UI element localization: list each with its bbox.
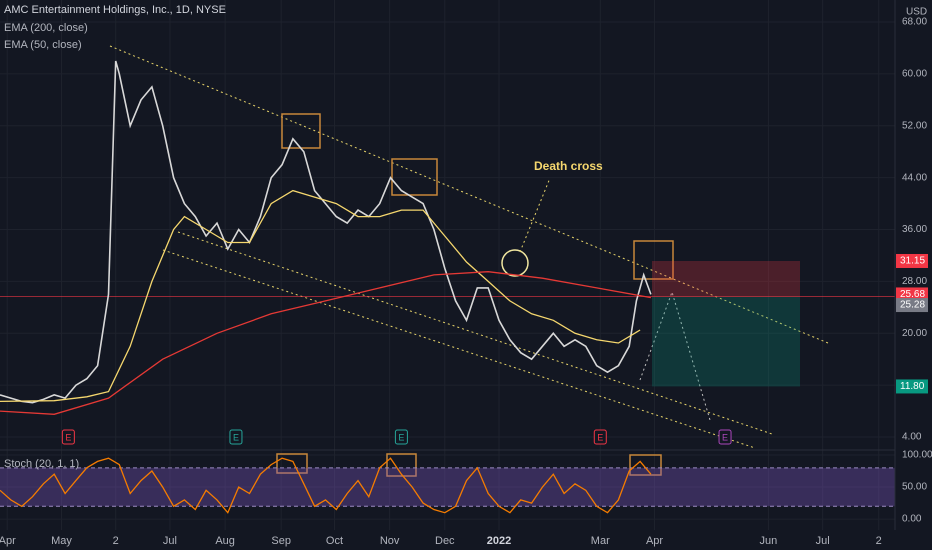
- x-tick-label: Oct: [326, 535, 343, 547]
- x-tick-label: Mar: [591, 535, 610, 547]
- x-tick-label: 2022: [487, 535, 511, 547]
- event-marker: [229, 429, 243, 445]
- x-tick-label: 2: [876, 535, 882, 547]
- event-marker: [593, 429, 607, 445]
- pointer: [519, 177, 551, 253]
- event-label: E: [398, 432, 404, 442]
- legend-entry: EMA (200, close): [4, 22, 88, 34]
- price-label-bg: [896, 298, 928, 313]
- series-line: [0, 271, 652, 415]
- price-label: 11.80: [900, 381, 925, 392]
- x-tick-label: May: [51, 535, 72, 547]
- x-tick-label: Nov: [380, 535, 400, 547]
- x-tick-label: Dec: [435, 535, 455, 547]
- indicator-title: Stoch (20, 1, 1): [4, 458, 79, 470]
- event-marker: [394, 429, 408, 445]
- price-label: 31.15: [900, 256, 925, 267]
- price-label-bg: [896, 379, 928, 394]
- y-tick-label: 68.00: [902, 17, 927, 28]
- x-tick-label: Apr: [646, 535, 663, 547]
- risk-zone: [652, 260, 800, 297]
- x-tick-label: Apr: [0, 535, 16, 547]
- y-tick-label: 52.00: [902, 120, 927, 131]
- highlight-box: [629, 454, 662, 476]
- highlight-box: [391, 158, 438, 196]
- y-tick-label: 60.00: [902, 69, 927, 80]
- x-tick-label: Sep: [271, 535, 291, 547]
- annotation: Death cross: [534, 159, 603, 173]
- y-tick-label: 44.00: [902, 172, 927, 183]
- stoch-band: [0, 467, 895, 507]
- x-tick-label: 2: [113, 535, 119, 547]
- series-line: [0, 189, 641, 403]
- death-cross-circle: [501, 249, 529, 277]
- trend-line: [162, 249, 756, 449]
- y-tick-label: 28.00: [902, 276, 927, 287]
- highlight-box: [633, 240, 674, 280]
- price-label-bg: [896, 287, 928, 302]
- projection: [639, 290, 711, 421]
- y-tick-label: 0.00: [902, 514, 922, 525]
- event-label: E: [597, 432, 603, 442]
- y-tick-label: 36.00: [902, 224, 927, 235]
- x-tick-label: Aug: [215, 535, 235, 547]
- price-label: 25.68: [900, 289, 925, 300]
- series-line: [0, 60, 652, 404]
- x-tick-label: Jun: [760, 535, 778, 547]
- highlight-box: [386, 453, 417, 477]
- event-marker: [61, 429, 75, 445]
- chart-title: AMC Entertainment Holdings, Inc., 1D, NY…: [4, 4, 226, 16]
- event-label: E: [722, 432, 728, 442]
- y-tick-label: 50.00: [902, 482, 927, 493]
- x-tick-label: Jul: [163, 535, 177, 547]
- legend-entry: EMA (50, close): [4, 39, 82, 51]
- y-tick-label: 4.00: [902, 432, 922, 443]
- reward-zone: [652, 296, 800, 387]
- currency: USD: [906, 7, 927, 18]
- x-tick-label: Jul: [816, 535, 830, 547]
- price-label: 25.28: [900, 300, 925, 311]
- series-line: [0, 457, 652, 514]
- y-tick-label: 20.00: [902, 328, 927, 339]
- highlight-box: [276, 453, 308, 474]
- drawings: [109, 45, 829, 477]
- event-marker: [718, 429, 732, 445]
- y-tick-label: 100.00: [902, 450, 932, 461]
- event-label: E: [233, 432, 239, 442]
- event-label: E: [65, 432, 71, 442]
- price-label-bg: [896, 253, 928, 268]
